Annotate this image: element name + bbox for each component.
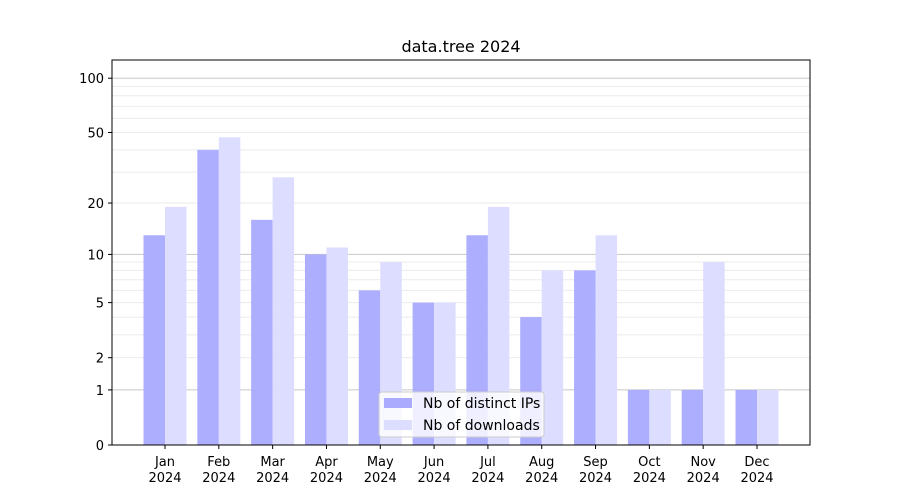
x-tick-label: 2024 bbox=[310, 471, 343, 486]
x-tick-label: Jun bbox=[423, 455, 444, 470]
bar-ips bbox=[627, 389, 650, 445]
x-tick-label: 2024 bbox=[256, 471, 289, 486]
x-tick-label: 2024 bbox=[579, 471, 612, 486]
x-tick-label: Feb bbox=[207, 455, 230, 470]
y-tick-label: 2 bbox=[96, 352, 104, 367]
bar-downloads bbox=[541, 270, 564, 445]
x-tick-label: 2024 bbox=[687, 471, 720, 486]
x-tick-label: 2024 bbox=[148, 471, 181, 486]
legend: Nb of distinct IPs Nb of downloads bbox=[378, 391, 545, 438]
x-tick-label: May bbox=[367, 455, 394, 470]
x-tick-label: 2024 bbox=[418, 471, 451, 486]
x-tick-label: Sep bbox=[583, 455, 608, 470]
bar-downloads bbox=[649, 389, 671, 445]
bar-downloads bbox=[165, 206, 187, 445]
bar-ips bbox=[251, 219, 273, 445]
legend-swatch-ips bbox=[384, 398, 412, 408]
bar-ips bbox=[681, 389, 704, 445]
y-tick-label: 100 bbox=[79, 72, 104, 87]
x-tick-label: 2024 bbox=[740, 471, 773, 486]
legend-label-downloads: Nb of downloads bbox=[423, 418, 540, 434]
bar-ips bbox=[143, 235, 165, 445]
x-tick-label: 2024 bbox=[471, 471, 504, 486]
bar-downloads bbox=[487, 206, 510, 445]
x-tick-label: Nov bbox=[690, 455, 716, 470]
bar-downloads bbox=[218, 137, 241, 446]
x-tick-label: Jan bbox=[154, 455, 175, 470]
bar-downloads bbox=[272, 177, 295, 445]
x-tick-label: Jul bbox=[479, 455, 496, 470]
x-tick-label: Apr bbox=[315, 455, 338, 470]
bar-ips bbox=[358, 290, 381, 445]
x-tick-label: 2024 bbox=[364, 471, 397, 486]
bar-ips bbox=[574, 270, 596, 445]
x-tick-label: Aug bbox=[529, 455, 554, 470]
legend-label-ips: Nb of distinct IPs bbox=[423, 396, 540, 412]
y-tick-label: 1 bbox=[96, 384, 104, 399]
bar-ips bbox=[197, 149, 219, 445]
bar-ips bbox=[735, 389, 757, 445]
x-tick-label: Oct bbox=[638, 455, 660, 470]
y-tick-label: 0 bbox=[96, 439, 104, 454]
plot-frame bbox=[111, 59, 811, 446]
x-tick-label: 2024 bbox=[202, 471, 235, 486]
bar-downloads bbox=[703, 261, 725, 445]
x-tick-label: Mar bbox=[260, 455, 285, 470]
y-tick-label: 10 bbox=[87, 248, 104, 263]
legend-swatch-downloads bbox=[384, 420, 412, 430]
y-tick-label: 50 bbox=[87, 127, 104, 142]
x-tick-label: Dec bbox=[744, 455, 769, 470]
bar-downloads bbox=[326, 247, 348, 445]
x-tick-label: 2024 bbox=[525, 471, 558, 486]
y-tick-label: 5 bbox=[96, 297, 104, 312]
bar-downloads bbox=[757, 389, 779, 445]
bar-ips bbox=[304, 254, 327, 445]
x-tick-label: 2024 bbox=[633, 471, 666, 486]
chart-title: data.tree 2024 bbox=[401, 37, 520, 56]
y-tick-label: 20 bbox=[87, 197, 104, 212]
bar-downloads bbox=[595, 235, 618, 445]
